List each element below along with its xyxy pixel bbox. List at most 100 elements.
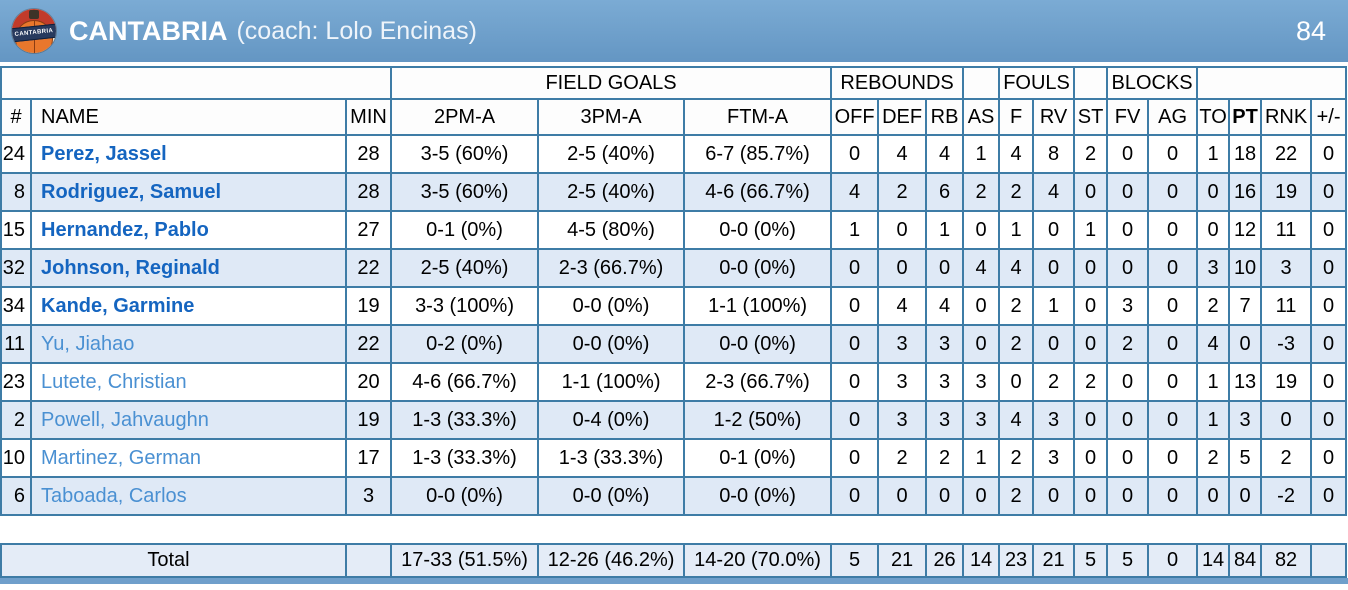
turnovers: 0 xyxy=(1196,476,1231,516)
steals: 0 xyxy=(1073,400,1109,440)
rebounds: 1 xyxy=(925,210,965,250)
minutes: 20 xyxy=(344,362,393,402)
table-row: 8 Rodriguez, Samuel 28 3-5 (60%) 2-5 (40%) 4-… xyxy=(0,172,1348,212)
player-name[interactable]: Hernandez, Pablo xyxy=(30,210,347,250)
group-header-row: FIELD GOALS REBOUNDS FOULS BLOCKS xyxy=(0,66,1348,100)
3pm-a: 2-5 (40%) xyxy=(537,134,686,174)
rank: 19 xyxy=(1260,172,1313,212)
player-name[interactable]: Rodriguez, Samuel xyxy=(30,172,347,212)
assists: 2 xyxy=(962,172,1001,212)
def-rebounds: 0 xyxy=(877,248,928,288)
group-blank-right xyxy=(1196,66,1348,100)
player-name[interactable]: Johnson, Reginald xyxy=(30,248,347,288)
2pm-a: 0-1 (0%) xyxy=(390,210,540,250)
blocks-against: 0 xyxy=(1147,134,1199,174)
table-row: 15 Hernandez, Pablo 27 0-1 (0%) 4-5 (80%) 0-0… xyxy=(0,210,1348,250)
spacer-cell xyxy=(1,515,1347,544)
rebounds: 0 xyxy=(925,248,965,288)
def-rebounds: 3 xyxy=(877,324,928,364)
2pm-a: 3-5 (60%) xyxy=(390,172,540,212)
steals: 1 xyxy=(1073,210,1109,250)
3pm-a: 0-0 (0%) xyxy=(537,286,686,326)
ftm-a: 2-3 (66.7%) xyxy=(683,362,833,402)
turnovers: 1 xyxy=(1196,400,1231,440)
off-rebounds: 1 xyxy=(830,210,880,250)
points: 3 xyxy=(1228,400,1263,440)
minutes: 3 xyxy=(344,476,393,516)
points: 0 xyxy=(1228,324,1263,364)
rank: 11 xyxy=(1260,286,1313,326)
steals: 2 xyxy=(1073,134,1109,174)
col-head-ag: AG xyxy=(1147,98,1199,136)
jersey-number: 15 xyxy=(0,210,32,250)
table-row: 24 Perez, Jassel 28 3-5 (60%) 2-5 (40%) 6-7 (… xyxy=(0,134,1348,174)
total-plus-minus xyxy=(1310,543,1348,578)
col-head-pt: PT xyxy=(1228,98,1263,136)
def-rebounds: 0 xyxy=(877,210,928,250)
jersey-number: 11 xyxy=(0,324,32,364)
plus-minus: 0 xyxy=(1310,248,1348,288)
blocks-favor: 0 xyxy=(1106,362,1150,402)
col-head-def: DEF xyxy=(877,98,928,136)
rank: 11 xyxy=(1260,210,1313,250)
turnovers: 2 xyxy=(1196,438,1231,478)
fouls: 4 xyxy=(998,248,1035,288)
steals: 0 xyxy=(1073,438,1109,478)
player-name[interactable]: Yu, Jiahao xyxy=(30,324,347,364)
group-blank-st xyxy=(1073,66,1109,100)
total-rb: 26 xyxy=(925,543,965,578)
player-name[interactable]: Kande, Garmine xyxy=(30,286,347,326)
def-rebounds: 2 xyxy=(877,438,928,478)
total-label: Total xyxy=(0,543,347,578)
turnovers: 0 xyxy=(1196,172,1231,212)
player-name[interactable]: Powell, Jahvaughn xyxy=(30,400,347,440)
minutes: 28 xyxy=(344,172,393,212)
3pm-a: 1-3 (33.3%) xyxy=(537,438,686,478)
2pm-a: 1-3 (33.3%) xyxy=(390,438,540,478)
minutes: 17 xyxy=(344,438,393,478)
2pm-a: 4-6 (66.7%) xyxy=(390,362,540,402)
ftm-a: 0-0 (0%) xyxy=(683,324,833,364)
total-minutes xyxy=(344,543,393,578)
blocks-favor: 0 xyxy=(1106,210,1150,250)
total-ftm-a: 14-20 (70.0%) xyxy=(683,543,833,578)
total-fv: 5 xyxy=(1106,543,1150,578)
blocks-favor: 0 xyxy=(1106,438,1150,478)
2pm-a: 1-3 (33.3%) xyxy=(390,400,540,440)
table-row: 11 Yu, Jiahao 22 0-2 (0%) 0-0 (0%) 0-0 (0%) 0 3… xyxy=(0,324,1348,364)
logo-mascot xyxy=(29,10,39,19)
player-rows: 24 Perez, Jassel 28 3-5 (60%) 2-5 (40%) 6-7 (… xyxy=(0,134,1348,516)
plus-minus: 0 xyxy=(1310,134,1348,174)
rank: 22 xyxy=(1260,134,1313,174)
plus-minus: 0 xyxy=(1310,438,1348,478)
plus-minus: 0 xyxy=(1310,324,1348,364)
group-fouls: FOULS xyxy=(998,66,1076,100)
def-rebounds: 3 xyxy=(877,400,928,440)
turnovers: 2 xyxy=(1196,286,1231,326)
team-logo-icon: CANTABRIA xyxy=(12,9,56,53)
team-header-bar: CANTABRIA CANTABRIA (coach: Lolo Encinas… xyxy=(0,0,1348,62)
3pm-a: 0-0 (0%) xyxy=(537,324,686,364)
total-def: 21 xyxy=(877,543,928,578)
fouls: 0 xyxy=(998,362,1035,402)
group-blank-left xyxy=(0,66,393,100)
rank: 2 xyxy=(1260,438,1313,478)
table-row: 2 Powell, Jahvaughn 19 1-3 (33.3%) 0-4 (0%) 1… xyxy=(0,400,1348,440)
assists: 0 xyxy=(962,324,1001,364)
ftm-a: 0-0 (0%) xyxy=(683,210,833,250)
steals: 2 xyxy=(1073,362,1109,402)
player-name[interactable]: Taboada, Carlos xyxy=(30,476,347,516)
table-row: 34 Kande, Garmine 19 3-3 (100%) 0-0 (0%) 1-1 … xyxy=(0,286,1348,326)
group-field-goals: FIELD GOALS xyxy=(390,66,833,100)
player-name[interactable]: Perez, Jassel xyxy=(30,134,347,174)
player-name[interactable]: Martinez, German xyxy=(30,438,347,478)
col-head-to: TO xyxy=(1196,98,1231,136)
rebounds: 4 xyxy=(925,134,965,174)
team-name: CANTABRIA xyxy=(69,15,228,46)
total-off: 5 xyxy=(830,543,880,578)
total-pt: 84 xyxy=(1228,543,1263,578)
plus-minus: 0 xyxy=(1310,172,1348,212)
player-name[interactable]: Lutete, Christian xyxy=(30,362,347,402)
fouls: 4 xyxy=(998,134,1035,174)
assists: 3 xyxy=(962,400,1001,440)
